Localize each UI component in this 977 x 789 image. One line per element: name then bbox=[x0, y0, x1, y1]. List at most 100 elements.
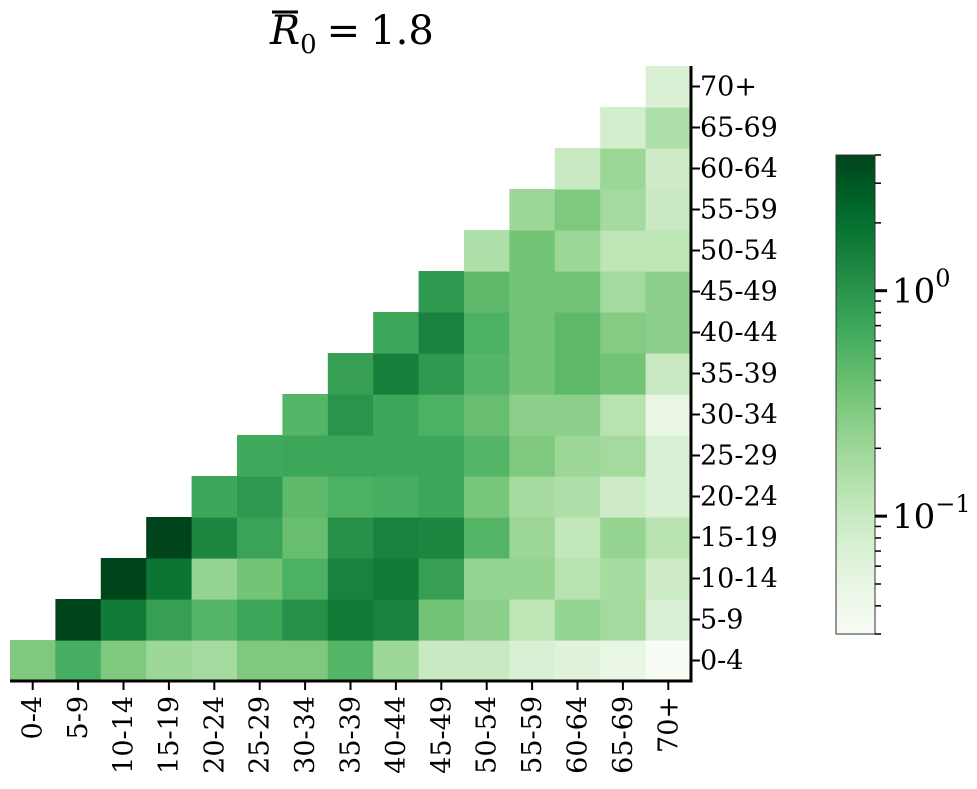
y-axis: 0-4 5-9 10-14 15-19 20-24 25-29 30-34 35-39 40-4… bbox=[689, 66, 778, 681]
heatmap-cell-30-34-35-39 bbox=[327, 394, 374, 436]
y-tick-label: 5-9 bbox=[700, 605, 743, 636]
heatmap-cell-30-34-45-49 bbox=[418, 394, 465, 436]
heatmap-cell-5-9-10-14 bbox=[100, 599, 147, 641]
heatmap-cell-25-29-60-64 bbox=[554, 435, 601, 477]
heatmap-cell-50-54-60-64 bbox=[554, 230, 601, 272]
y-tick-label: 65-69 bbox=[700, 113, 778, 144]
heatmap-cell-5-9-25-29 bbox=[237, 599, 283, 641]
heatmap-cell-10-14-20-24 bbox=[191, 558, 238, 600]
heatmap-cell-5-9-15-19 bbox=[146, 599, 193, 641]
heatmap-cell-20-24-55-59 bbox=[509, 476, 556, 518]
x-tick-label: 40-44 bbox=[381, 696, 412, 774]
heatmap-cell-0-4-25-29 bbox=[237, 640, 283, 682]
y-tick-label: 55-59 bbox=[700, 195, 778, 226]
heatmap-cell-40-44-45-49 bbox=[418, 312, 465, 354]
heatmap-cell-25-29-70+ bbox=[645, 435, 692, 477]
heatmap-cell-35-39-45-49 bbox=[418, 353, 465, 395]
heatmap-cell-55-59-65-69 bbox=[600, 189, 647, 231]
heatmap-cell-0-4-50-54 bbox=[464, 640, 510, 682]
heatmap-cell-60-64-60-64 bbox=[554, 148, 601, 190]
heatmap-cell-20-24-35-39 bbox=[327, 476, 374, 518]
heatmap-cell-50-54-65-69 bbox=[600, 230, 647, 272]
y-tick-label: 45-49 bbox=[700, 277, 778, 308]
x-axis: 0-4 5-9 10-14 15-19 20-24 25-29 30-34 35-39 40-4… bbox=[10, 679, 693, 774]
heatmap-cell-10-14-25-29 bbox=[237, 558, 283, 600]
heatmap-cell-15-19-55-59 bbox=[509, 517, 556, 559]
heatmap-cell-5-9-55-59 bbox=[509, 599, 556, 641]
y-tick-label: 0-4 bbox=[700, 646, 743, 677]
heatmap-cell-10-14-40-44 bbox=[373, 558, 420, 600]
heatmap-cell-70+-70+ bbox=[645, 66, 692, 108]
heatmap-cell-25-29-45-49 bbox=[418, 435, 465, 477]
heatmap-cell-15-19-30-34 bbox=[282, 517, 329, 559]
y-tick-label: 30-34 bbox=[700, 400, 778, 431]
heatmap-cell-65-69-70+ bbox=[645, 107, 692, 149]
heatmap-cell-15-19-20-24 bbox=[191, 517, 238, 559]
heatmap-cell-25-29-35-39 bbox=[327, 435, 374, 477]
heatmap-cell-25-29-50-54 bbox=[464, 435, 510, 477]
heatmap-cell-0-4-65-69 bbox=[600, 640, 647, 682]
heatmap-cell-40-44-50-54 bbox=[464, 312, 510, 354]
heatmap-cell-5-9-45-49 bbox=[418, 599, 465, 641]
heatmap-cell-0-4-10-14 bbox=[100, 640, 147, 682]
heatmap-cell-0-4-0-4 bbox=[10, 640, 56, 682]
heatmap-cell-50-54-55-59 bbox=[509, 230, 556, 272]
x-tick-label: 45-49 bbox=[426, 696, 457, 774]
heatmap-cell-25-29-65-69 bbox=[600, 435, 647, 477]
y-tick-label: 10-14 bbox=[700, 564, 778, 595]
heatmap-cell-0-4-15-19 bbox=[146, 640, 193, 682]
heatmap-cell-10-14-60-64 bbox=[554, 558, 601, 600]
heatmap-cell-45-49-65-69 bbox=[600, 271, 647, 313]
heatmap-cell-5-9-60-64 bbox=[554, 599, 601, 641]
heatmap-cell-15-19-25-29 bbox=[237, 517, 283, 559]
heatmap-cell-25-29-40-44 bbox=[373, 435, 420, 477]
heatmap-cell-30-34-70+ bbox=[645, 394, 692, 436]
heatmap-cell-20-24-70+ bbox=[645, 476, 692, 518]
heatmap-cell-40-44-60-64 bbox=[554, 312, 601, 354]
heatmap-cell-30-34-50-54 bbox=[464, 394, 510, 436]
heatmap-cell-5-9-70+ bbox=[645, 599, 692, 641]
x-tick-label: 10-14 bbox=[109, 696, 140, 774]
heatmap-cell-35-39-35-39 bbox=[327, 353, 374, 395]
colorbar: 100 10−1 bbox=[835, 154, 971, 635]
heatmap-cell-20-24-60-64 bbox=[554, 476, 601, 518]
heatmap-cell-65-69-65-69 bbox=[600, 107, 647, 149]
x-tick-label: 65-69 bbox=[608, 696, 639, 774]
heatmap-cell-35-39-50-54 bbox=[464, 353, 510, 395]
heatmap-cell-5-9-30-34 bbox=[282, 599, 329, 641]
heatmap-cell-30-34-65-69 bbox=[600, 394, 647, 436]
x-tick-label: 70+ bbox=[653, 696, 684, 753]
heatmap-cell-15-19-50-54 bbox=[464, 517, 510, 559]
title-equals: = bbox=[327, 8, 361, 54]
heatmap-cell-20-24-30-34 bbox=[282, 476, 329, 518]
x-tick-label: 60-64 bbox=[563, 696, 594, 774]
heatmap-cell-10-14-70+ bbox=[645, 558, 692, 600]
heatmap-cell-60-64-70+ bbox=[645, 148, 692, 190]
x-tick-label: 15-19 bbox=[154, 696, 185, 774]
heatmap-cell-0-4-5-9 bbox=[55, 640, 102, 682]
heatmap-cell-20-24-45-49 bbox=[418, 476, 465, 518]
x-tick-label: 35-39 bbox=[336, 696, 367, 774]
heatmap-cell-0-4-35-39 bbox=[327, 640, 374, 682]
heatmap-cell-45-49-70+ bbox=[645, 271, 692, 313]
heatmap-cell-10-14-45-49 bbox=[418, 558, 465, 600]
x-tick-label: 30-34 bbox=[290, 696, 321, 774]
heatmap-cell-25-29-30-34 bbox=[282, 435, 329, 477]
heatmap-cell-0-4-30-34 bbox=[282, 640, 329, 682]
heatmap-cell-50-54-70+ bbox=[645, 230, 692, 272]
x-tick-label: 25-29 bbox=[245, 696, 276, 774]
heatmap-cell-55-59-55-59 bbox=[509, 189, 556, 231]
heatmap-cell-55-59-70+ bbox=[645, 189, 692, 231]
colorbar-tick-label: 10−1 bbox=[892, 490, 971, 537]
heatmap-cell-0-4-60-64 bbox=[554, 640, 601, 682]
heatmap-cell-20-24-50-54 bbox=[464, 476, 510, 518]
heatmap-cells bbox=[10, 66, 692, 682]
heatmap-cell-45-49-45-49 bbox=[418, 271, 465, 313]
heatmap-cell-5-9-35-39 bbox=[327, 599, 374, 641]
colorbar-bar bbox=[835, 154, 876, 635]
heatmap-cell-5-9-40-44 bbox=[373, 599, 420, 641]
y-tick-label: 35-39 bbox=[700, 359, 778, 390]
heatmap-cell-35-39-60-64 bbox=[554, 353, 601, 395]
heatmap-cell-0-4-45-49 bbox=[418, 640, 465, 682]
heatmap-cell-10-14-65-69 bbox=[600, 558, 647, 600]
